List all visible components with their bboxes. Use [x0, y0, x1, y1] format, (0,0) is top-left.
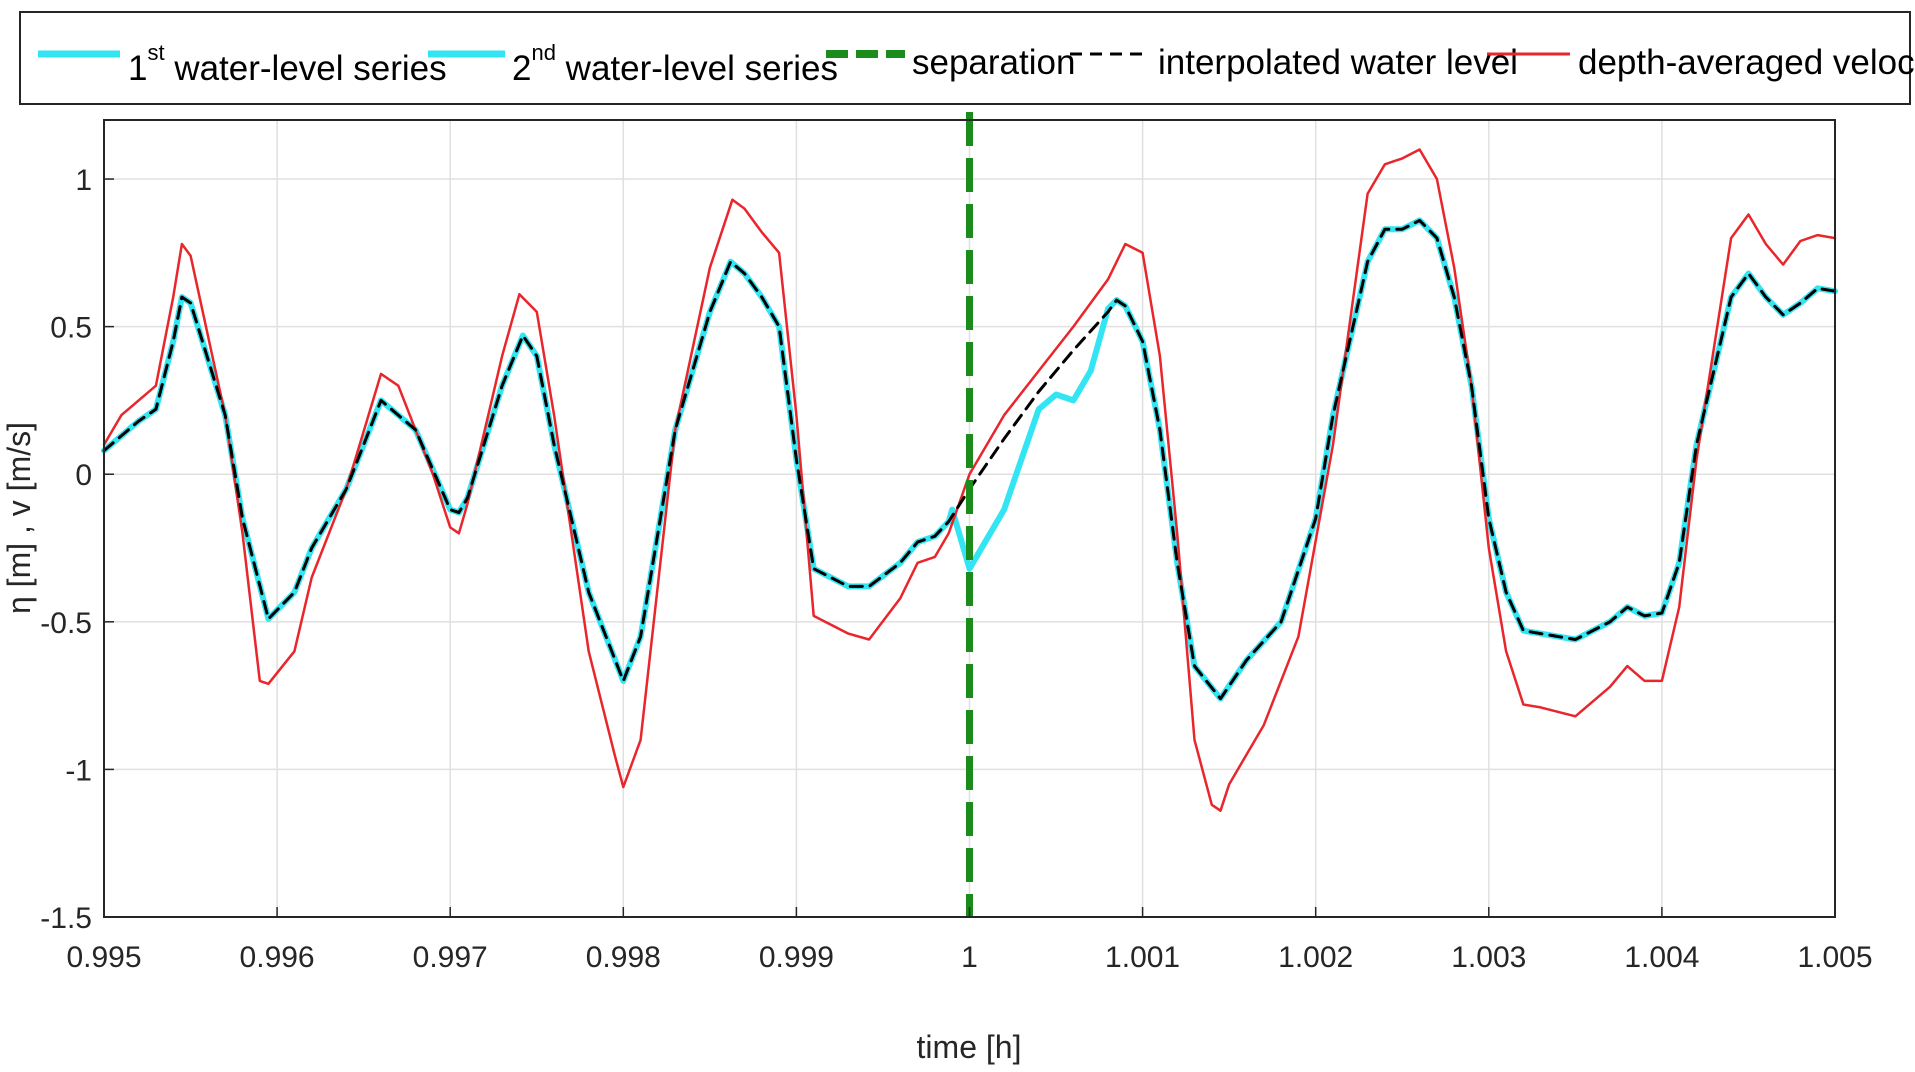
y-tick-label: 1	[75, 164, 92, 197]
y-tick-label: 0.5	[50, 312, 92, 345]
y-tick-label: 0	[75, 459, 92, 492]
x-tick-label: 0.997	[413, 941, 488, 974]
x-tick-label: 0.998	[586, 941, 661, 974]
legend-label-separation: separation	[912, 43, 1075, 82]
x-tick-label: 0.996	[240, 941, 315, 974]
y-axis-title: η [m] , v [m/s]	[1, 422, 37, 614]
x-tick-label: 0.999	[759, 941, 834, 974]
legend-label-velocity: depth-averaged velocity	[1578, 43, 1915, 82]
x-tick-label: 1.002	[1278, 941, 1353, 974]
y-tick-label: -1	[65, 754, 92, 787]
y-tick-label: -1.5	[40, 902, 92, 935]
x-tick-label: 1	[961, 941, 978, 974]
x-tick-label: 1.003	[1451, 941, 1526, 974]
legend: 1st water-level series 2nd water-level s…	[20, 12, 1915, 104]
y-tick-label: -0.5	[40, 607, 92, 640]
x-tick-label: 0.995	[66, 941, 141, 974]
y-axis-ticks: 1 0.5 0 -0.5 -1 -1.5	[40, 164, 114, 935]
x-tick-label: 1.001	[1105, 941, 1180, 974]
x-axis-title: time [h]	[917, 1029, 1022, 1065]
legend-label-interpolated: interpolated water level	[1158, 43, 1518, 82]
x-tick-label: 1.004	[1624, 941, 1699, 974]
x-tick-label: 1.005	[1797, 941, 1872, 974]
